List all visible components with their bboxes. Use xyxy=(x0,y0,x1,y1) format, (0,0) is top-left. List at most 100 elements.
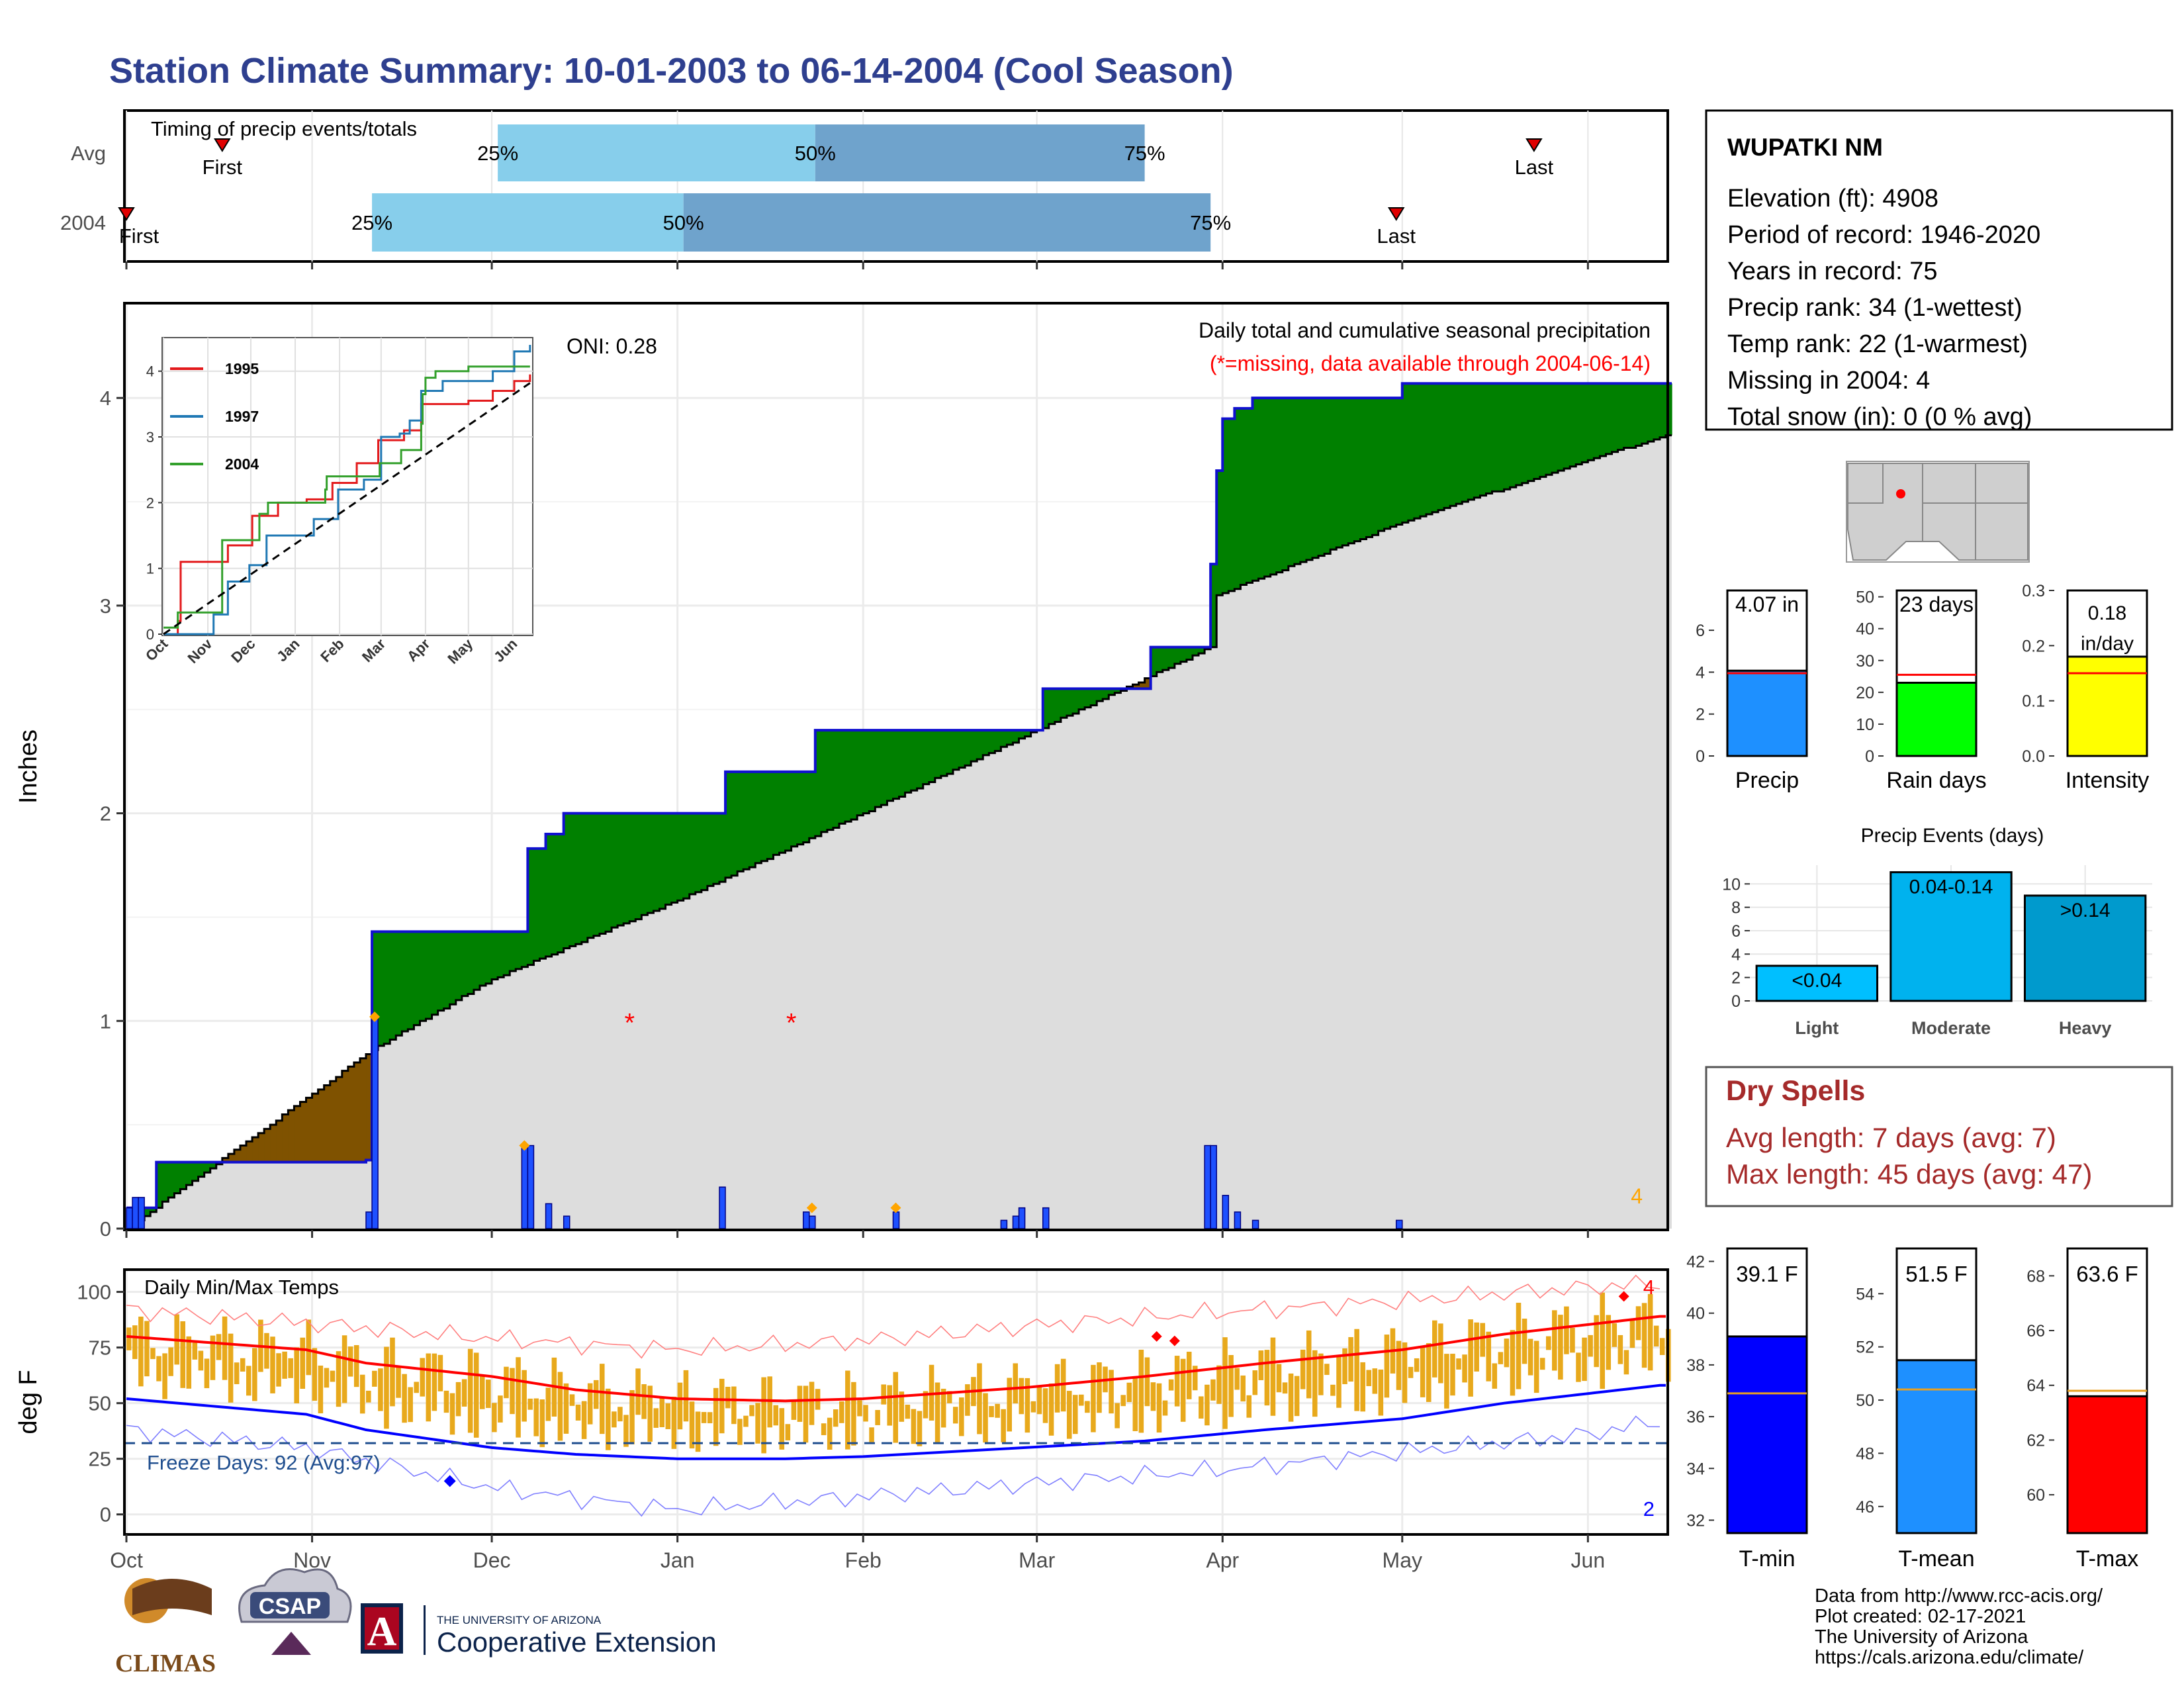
daily-temp-bar xyxy=(1426,1343,1432,1402)
dry-spells-avg: Avg length: 7 days (avg: 7) xyxy=(1726,1122,2056,1153)
svg-text:CLIMAS: CLIMAS xyxy=(115,1650,216,1677)
above-normal-area xyxy=(1600,383,1607,457)
oni-label: ONI: 0.28 xyxy=(567,334,657,358)
daily-temp-bar xyxy=(1474,1322,1479,1372)
inset-series-line-1995 xyxy=(163,374,531,635)
above-normal-area xyxy=(467,931,475,994)
above-normal-area xyxy=(593,813,600,936)
above-normal-area xyxy=(911,730,918,791)
daily-temp-bar xyxy=(1653,1325,1659,1347)
precip-subtitle: (*=missing, data available through 2004-… xyxy=(1210,352,1651,375)
daily-precip-bar xyxy=(371,1016,379,1229)
above-normal-area xyxy=(1402,383,1409,523)
month-label: Nov xyxy=(293,1548,331,1572)
above-normal-area xyxy=(965,730,972,766)
precip-ytick-label: 4 xyxy=(100,387,111,410)
daily-temp-bar xyxy=(845,1370,850,1450)
above-normal-area xyxy=(1282,398,1289,571)
above-normal-area xyxy=(869,730,876,812)
above-normal-area xyxy=(569,813,576,947)
above-normal-area xyxy=(1066,688,1073,716)
record-high-marker xyxy=(1151,1331,1162,1342)
events-value-label: >0.14 xyxy=(2060,900,2111,921)
above-normal-area xyxy=(1342,398,1349,545)
daily-temp-bar xyxy=(839,1401,844,1423)
above-normal-area xyxy=(396,931,402,1036)
daily-temp-bar xyxy=(1097,1362,1102,1413)
daily-temp-bar xyxy=(384,1346,389,1429)
daily-temp-bar xyxy=(779,1408,785,1450)
above-normal-area xyxy=(599,813,606,934)
above-normal-area xyxy=(210,1162,217,1169)
daily-precip-bar xyxy=(563,1215,570,1229)
precip-ytick-label: 1 xyxy=(100,1009,111,1033)
climas-logo: CLIMAS xyxy=(115,1578,216,1677)
temp-summary-0-ytick-label: 34 xyxy=(1686,1460,1705,1478)
below-normal-area xyxy=(258,1133,265,1162)
above-normal-area xyxy=(1240,408,1248,585)
daily-temp-bar xyxy=(1635,1306,1641,1340)
below-normal-area xyxy=(234,1149,241,1162)
above-normal-area xyxy=(1312,398,1319,558)
daily-precip-bar xyxy=(138,1197,145,1229)
above-normal-area xyxy=(1527,383,1535,481)
daily-temp-bar xyxy=(1594,1315,1599,1368)
daily-temp-bar xyxy=(743,1415,749,1427)
daily-temp-bar xyxy=(563,1383,569,1434)
station-info-box: WUPATKI NM Elevation (ft): 4908 Period o… xyxy=(1705,109,2173,431)
daily-temp-bar xyxy=(905,1405,911,1419)
above-normal-area xyxy=(1024,730,1032,737)
daily-temp-bar xyxy=(1414,1358,1420,1372)
above-normal-area xyxy=(1354,398,1361,541)
normal-min-line xyxy=(126,1383,1666,1460)
above-normal-area xyxy=(1498,383,1505,492)
normal-cumulative-area xyxy=(126,435,1672,1229)
above-normal-area xyxy=(833,730,840,828)
daily-temp-bar xyxy=(1516,1303,1522,1389)
daily-temp-bar xyxy=(180,1321,186,1388)
above-normal-area xyxy=(1318,398,1325,556)
daily-temp-bar xyxy=(959,1397,964,1436)
first-event-label: First xyxy=(203,156,243,179)
temp-count-max: 4 xyxy=(1643,1276,1655,1299)
above-normal-area xyxy=(809,771,816,839)
daily-temp-bar xyxy=(492,1403,497,1432)
above-normal-area xyxy=(653,813,660,912)
university-of-arizona-logo: A THE UNIVERSITY OF ARIZONA Cooperative … xyxy=(361,1603,717,1658)
station-location-marker xyxy=(1896,489,1905,498)
above-normal-area xyxy=(1270,398,1277,575)
daily-temp-bar xyxy=(252,1348,257,1401)
above-normal-area xyxy=(821,730,828,832)
daily-temp-bar xyxy=(809,1382,815,1425)
above-normal-area xyxy=(1234,408,1242,589)
first-event-marker xyxy=(118,207,135,221)
above-normal-area xyxy=(1103,688,1109,700)
daily-temp-bar xyxy=(946,1391,952,1403)
inset-legend-label: 2004 xyxy=(225,455,259,473)
above-normal-area xyxy=(516,931,522,969)
station-line: Missing in 2004: 4 xyxy=(1727,367,1930,395)
daily-temp-bar xyxy=(719,1378,725,1434)
daily-temp-bar xyxy=(1498,1352,1504,1364)
timing-label-50: 50% xyxy=(663,211,704,234)
daily-temp-bar xyxy=(510,1368,515,1415)
above-normal-area xyxy=(1426,383,1433,514)
below-normal-area xyxy=(359,1058,367,1162)
summary-value-label: 23 days xyxy=(1899,592,1974,616)
above-normal-area xyxy=(563,813,570,949)
above-normal-area xyxy=(875,730,882,808)
temp-summary-1-bar xyxy=(1895,1359,1978,1534)
above-normal-area xyxy=(1019,730,1026,739)
timing-row-label-2004: 2004 xyxy=(60,211,106,234)
month-label: Apr xyxy=(1206,1548,1239,1572)
above-normal-area xyxy=(1396,398,1403,525)
temp-summary-1-ytick-label: 52 xyxy=(1856,1338,1874,1357)
above-normal-area xyxy=(893,730,900,799)
locator-map xyxy=(1846,461,2030,563)
daily-temp-bar xyxy=(1024,1378,1030,1433)
inset-legend-label: 1995 xyxy=(225,360,259,377)
daily-temp-bar xyxy=(288,1358,293,1378)
above-normal-area xyxy=(647,813,655,914)
above-normal-area xyxy=(156,1162,163,1208)
